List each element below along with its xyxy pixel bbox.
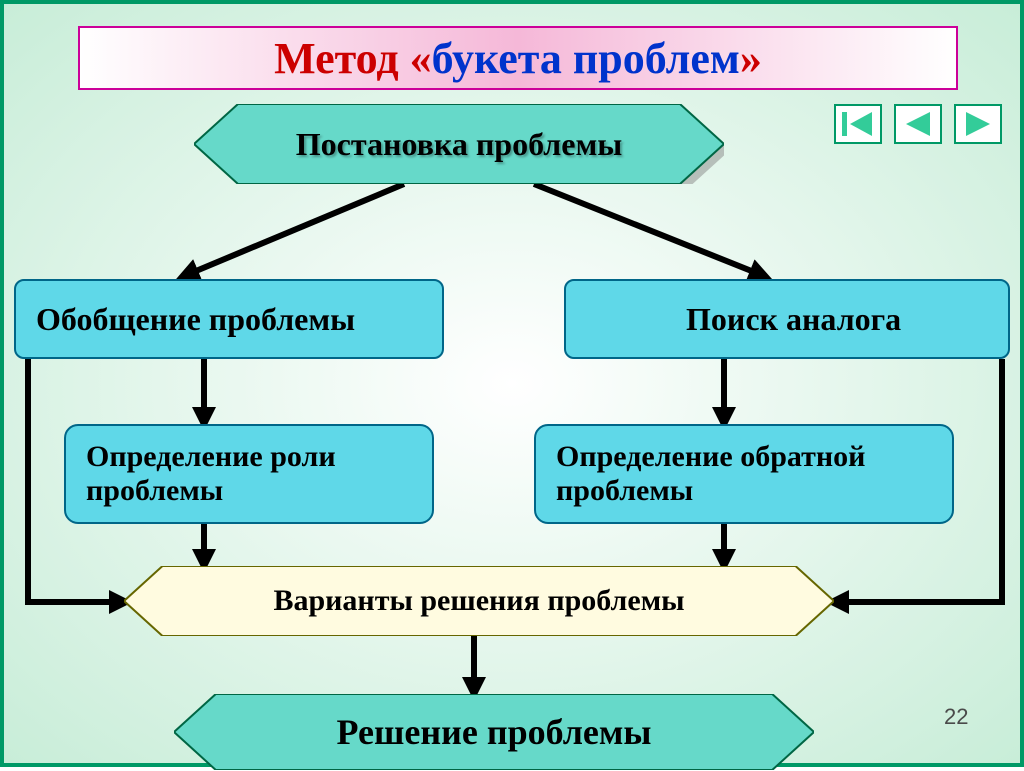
node-n2-label: Обобщение проблемы [36,301,355,338]
arrow-a2 [534,184,764,276]
node-n1-label: Постановка проблемы [296,126,622,163]
node-n3: Поиск аналога [564,279,1010,359]
node-n5-label: Определение обратной проблемы [556,440,932,508]
node-n4: Определение роли проблемы [64,424,434,524]
node-n7: Решение проблемы [174,694,814,770]
node-n6-label: Варианты решения проблемы [273,584,684,618]
node-n4-label: Определение роли проблемы [86,440,412,508]
page-number: 22 [944,704,968,730]
node-n2: Обобщение проблемы [14,279,444,359]
slide-canvas: Метод «букета проблем»Постановка проблем… [0,0,1024,767]
node-n1: Постановка проблемы [194,104,724,184]
node-n6: Варианты решения проблемы [124,566,834,636]
node-n3-label: Поиск аналога [686,301,901,338]
node-n7-label: Решение проблемы [337,711,652,753]
node-n5: Определение обратной проблемы [534,424,954,524]
arrow-a1 [184,184,404,276]
